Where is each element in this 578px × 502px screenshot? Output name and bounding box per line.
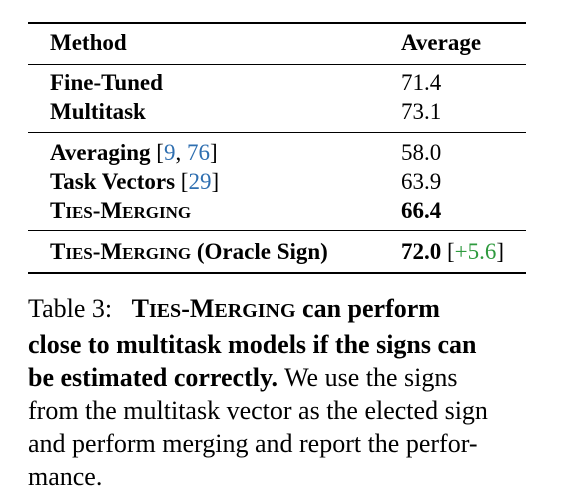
method-cell: Fine-Tuned bbox=[50, 70, 163, 95]
group-rule bbox=[28, 132, 526, 133]
group-rule bbox=[28, 230, 526, 231]
caption-line: Table 3: TIES-MERGING can perform bbox=[28, 292, 538, 328]
average-cell: 72.0 [+5.6] bbox=[401, 239, 505, 264]
method-cell: Task Vectors [29] bbox=[50, 169, 220, 194]
header-row: Method Average bbox=[28, 28, 526, 58]
average-cell: 73.1 bbox=[401, 99, 442, 124]
header-average: Average bbox=[401, 30, 482, 55]
method-cell: Multitask bbox=[50, 99, 146, 124]
method-cell: TIES-MERGING bbox=[50, 198, 192, 223]
caption-label: Table 3: bbox=[28, 294, 113, 323]
method-cell: TIES-MERGING (Oracle Sign) bbox=[50, 239, 328, 264]
caption-line: and perform merging and report the perfo… bbox=[28, 429, 478, 458]
table-row: Multitask 73.1 bbox=[28, 97, 526, 127]
table-row: Task Vectors [29] 63.9 bbox=[28, 167, 526, 197]
caption-line: close to multitask models if the signs c… bbox=[28, 330, 477, 359]
caption-line: mance. bbox=[28, 462, 103, 491]
bottom-rule bbox=[28, 272, 526, 274]
caption-line: from the multitask vector as the elected… bbox=[28, 396, 488, 425]
header-rule bbox=[28, 64, 526, 65]
average-cell: 63.9 bbox=[401, 169, 442, 194]
table-row: Averaging [9, 76] 58.0 bbox=[28, 138, 526, 168]
caption-title: TIES-MERGING can perform bbox=[131, 294, 440, 323]
table-row: TIES-MERGING (Oracle Sign) 72.0 [+5.6] bbox=[28, 237, 526, 267]
citation-link[interactable]: 9 bbox=[163, 140, 176, 165]
average-cell: 58.0 bbox=[401, 140, 442, 165]
table-row: Fine-Tuned 71.4 bbox=[28, 68, 526, 98]
caption-line: be estimated correctly. We use the signs bbox=[28, 363, 458, 392]
citation-link[interactable]: 29 bbox=[188, 169, 212, 194]
citation-link[interactable]: 76 bbox=[186, 140, 210, 165]
table-caption: Table 3: TIES-MERGING can perform close … bbox=[28, 292, 538, 493]
header-method: Method bbox=[50, 30, 127, 55]
table-row: TIES-MERGING 66.4 bbox=[28, 196, 526, 226]
method-cell: Averaging [9, 76] bbox=[50, 140, 218, 165]
average-cell: 66.4 bbox=[401, 198, 442, 223]
top-rule bbox=[28, 22, 526, 24]
gain-value: +5.6 bbox=[454, 239, 497, 264]
average-cell: 71.4 bbox=[401, 70, 442, 95]
